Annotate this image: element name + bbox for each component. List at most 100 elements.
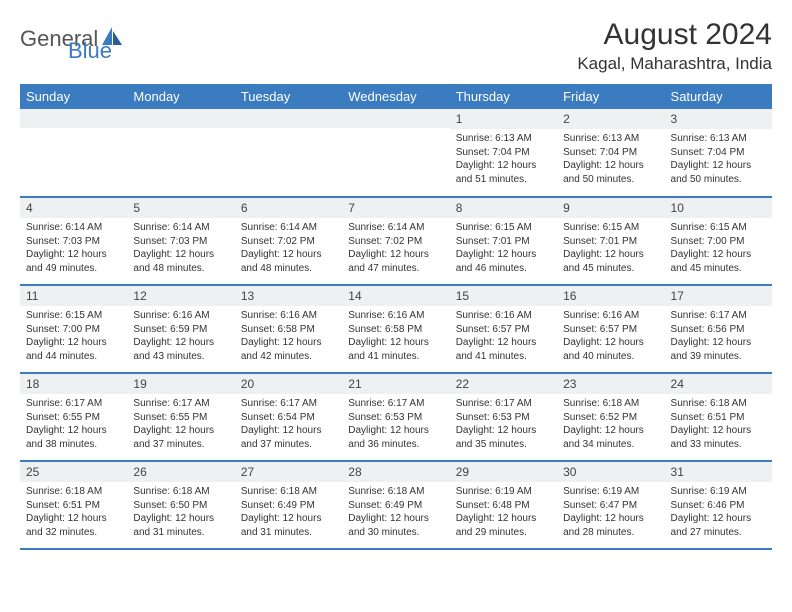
calendar-cell: 31Sunrise: 6:19 AMSunset: 6:46 PMDayligh… (665, 461, 772, 549)
day-number: 25 (20, 462, 127, 482)
day-number: 23 (557, 374, 664, 394)
location: Kagal, Maharashtra, India (577, 54, 772, 74)
logo: General Blue (20, 18, 126, 52)
day-data: Sunrise: 6:17 AMSunset: 6:53 PMDaylight:… (342, 394, 449, 454)
calendar-cell: 20Sunrise: 6:17 AMSunset: 6:54 PMDayligh… (235, 373, 342, 461)
calendar-row: 1Sunrise: 6:13 AMSunset: 7:04 PMDaylight… (20, 109, 772, 197)
weekday-header: Monday (127, 84, 234, 109)
calendar-row: 18Sunrise: 6:17 AMSunset: 6:55 PMDayligh… (20, 373, 772, 461)
calendar-cell (235, 109, 342, 197)
day-number: 28 (342, 462, 449, 482)
day-data: Sunrise: 6:16 AMSunset: 6:57 PMDaylight:… (557, 306, 664, 366)
day-number: 29 (450, 462, 557, 482)
calendar-cell: 17Sunrise: 6:17 AMSunset: 6:56 PMDayligh… (665, 285, 772, 373)
calendar-cell: 15Sunrise: 6:16 AMSunset: 6:57 PMDayligh… (450, 285, 557, 373)
empty-day-band (20, 109, 127, 128)
day-number: 31 (665, 462, 772, 482)
day-number: 3 (665, 109, 772, 129)
calendar-cell: 7Sunrise: 6:14 AMSunset: 7:02 PMDaylight… (342, 197, 449, 285)
day-number: 9 (557, 198, 664, 218)
month-title: August 2024 (577, 18, 772, 52)
calendar-cell: 28Sunrise: 6:18 AMSunset: 6:49 PMDayligh… (342, 461, 449, 549)
day-number: 10 (665, 198, 772, 218)
weekday-header: Sunday (20, 84, 127, 109)
calendar-cell: 6Sunrise: 6:14 AMSunset: 7:02 PMDaylight… (235, 197, 342, 285)
calendar-cell: 21Sunrise: 6:17 AMSunset: 6:53 PMDayligh… (342, 373, 449, 461)
day-number: 16 (557, 286, 664, 306)
calendar-cell: 25Sunrise: 6:18 AMSunset: 6:51 PMDayligh… (20, 461, 127, 549)
calendar-cell: 26Sunrise: 6:18 AMSunset: 6:50 PMDayligh… (127, 461, 234, 549)
day-data: Sunrise: 6:17 AMSunset: 6:55 PMDaylight:… (127, 394, 234, 454)
day-data: Sunrise: 6:14 AMSunset: 7:02 PMDaylight:… (235, 218, 342, 278)
day-data: Sunrise: 6:16 AMSunset: 6:59 PMDaylight:… (127, 306, 234, 366)
day-number: 14 (342, 286, 449, 306)
calendar-cell: 12Sunrise: 6:16 AMSunset: 6:59 PMDayligh… (127, 285, 234, 373)
title-block: August 2024 Kagal, Maharashtra, India (577, 18, 772, 74)
weekday-header: Friday (557, 84, 664, 109)
calendar-cell: 27Sunrise: 6:18 AMSunset: 6:49 PMDayligh… (235, 461, 342, 549)
day-number: 20 (235, 374, 342, 394)
calendar-cell: 1Sunrise: 6:13 AMSunset: 7:04 PMDaylight… (450, 109, 557, 197)
calendar-cell: 5Sunrise: 6:14 AMSunset: 7:03 PMDaylight… (127, 197, 234, 285)
calendar-page: General Blue August 2024 Kagal, Maharash… (0, 0, 792, 568)
day-number: 26 (127, 462, 234, 482)
header: General Blue August 2024 Kagal, Maharash… (20, 18, 772, 74)
calendar-cell: 9Sunrise: 6:15 AMSunset: 7:01 PMDaylight… (557, 197, 664, 285)
weekday-header: Saturday (665, 84, 772, 109)
empty-day-band (127, 109, 234, 128)
calendar-cell: 13Sunrise: 6:16 AMSunset: 6:58 PMDayligh… (235, 285, 342, 373)
day-number: 17 (665, 286, 772, 306)
calendar-cell: 19Sunrise: 6:17 AMSunset: 6:55 PMDayligh… (127, 373, 234, 461)
day-data: Sunrise: 6:16 AMSunset: 6:57 PMDaylight:… (450, 306, 557, 366)
calendar-cell: 10Sunrise: 6:15 AMSunset: 7:00 PMDayligh… (665, 197, 772, 285)
weekday-header: Tuesday (235, 84, 342, 109)
calendar-cell: 3Sunrise: 6:13 AMSunset: 7:04 PMDaylight… (665, 109, 772, 197)
calendar-cell: 16Sunrise: 6:16 AMSunset: 6:57 PMDayligh… (557, 285, 664, 373)
day-number: 7 (342, 198, 449, 218)
day-data: Sunrise: 6:13 AMSunset: 7:04 PMDaylight:… (557, 129, 664, 189)
calendar-row: 4Sunrise: 6:14 AMSunset: 7:03 PMDaylight… (20, 197, 772, 285)
day-data: Sunrise: 6:15 AMSunset: 7:00 PMDaylight:… (665, 218, 772, 278)
day-data: Sunrise: 6:19 AMSunset: 6:46 PMDaylight:… (665, 482, 772, 542)
day-data: Sunrise: 6:18 AMSunset: 6:49 PMDaylight:… (342, 482, 449, 542)
day-number: 6 (235, 198, 342, 218)
day-data: Sunrise: 6:18 AMSunset: 6:50 PMDaylight:… (127, 482, 234, 542)
day-data: Sunrise: 6:15 AMSunset: 7:00 PMDaylight:… (20, 306, 127, 366)
day-data: Sunrise: 6:15 AMSunset: 7:01 PMDaylight:… (450, 218, 557, 278)
empty-day-band (235, 109, 342, 128)
day-number: 13 (235, 286, 342, 306)
empty-day-band (342, 109, 449, 128)
day-number: 4 (20, 198, 127, 218)
day-data: Sunrise: 6:18 AMSunset: 6:51 PMDaylight:… (665, 394, 772, 454)
day-data: Sunrise: 6:17 AMSunset: 6:53 PMDaylight:… (450, 394, 557, 454)
calendar-cell: 29Sunrise: 6:19 AMSunset: 6:48 PMDayligh… (450, 461, 557, 549)
calendar-cell (127, 109, 234, 197)
day-number: 5 (127, 198, 234, 218)
calendar-cell (342, 109, 449, 197)
day-data: Sunrise: 6:14 AMSunset: 7:02 PMDaylight:… (342, 218, 449, 278)
calendar-cell: 24Sunrise: 6:18 AMSunset: 6:51 PMDayligh… (665, 373, 772, 461)
calendar-cell: 4Sunrise: 6:14 AMSunset: 7:03 PMDaylight… (20, 197, 127, 285)
day-number: 8 (450, 198, 557, 218)
day-number: 2 (557, 109, 664, 129)
day-data: Sunrise: 6:18 AMSunset: 6:49 PMDaylight:… (235, 482, 342, 542)
calendar-cell: 23Sunrise: 6:18 AMSunset: 6:52 PMDayligh… (557, 373, 664, 461)
calendar-cell: 30Sunrise: 6:19 AMSunset: 6:47 PMDayligh… (557, 461, 664, 549)
day-number: 30 (557, 462, 664, 482)
day-data: Sunrise: 6:18 AMSunset: 6:52 PMDaylight:… (557, 394, 664, 454)
calendar-table: Sunday Monday Tuesday Wednesday Thursday… (20, 84, 772, 550)
day-data: Sunrise: 6:16 AMSunset: 6:58 PMDaylight:… (342, 306, 449, 366)
day-number: 12 (127, 286, 234, 306)
calendar-cell: 22Sunrise: 6:17 AMSunset: 6:53 PMDayligh… (450, 373, 557, 461)
day-number: 24 (665, 374, 772, 394)
day-number: 22 (450, 374, 557, 394)
day-data: Sunrise: 6:16 AMSunset: 6:58 PMDaylight:… (235, 306, 342, 366)
calendar-cell: 8Sunrise: 6:15 AMSunset: 7:01 PMDaylight… (450, 197, 557, 285)
day-data: Sunrise: 6:17 AMSunset: 6:54 PMDaylight:… (235, 394, 342, 454)
calendar-row: 11Sunrise: 6:15 AMSunset: 7:00 PMDayligh… (20, 285, 772, 373)
day-number: 18 (20, 374, 127, 394)
day-data: Sunrise: 6:13 AMSunset: 7:04 PMDaylight:… (665, 129, 772, 189)
day-data: Sunrise: 6:14 AMSunset: 7:03 PMDaylight:… (20, 218, 127, 278)
calendar-cell: 11Sunrise: 6:15 AMSunset: 7:00 PMDayligh… (20, 285, 127, 373)
day-data: Sunrise: 6:13 AMSunset: 7:04 PMDaylight:… (450, 129, 557, 189)
